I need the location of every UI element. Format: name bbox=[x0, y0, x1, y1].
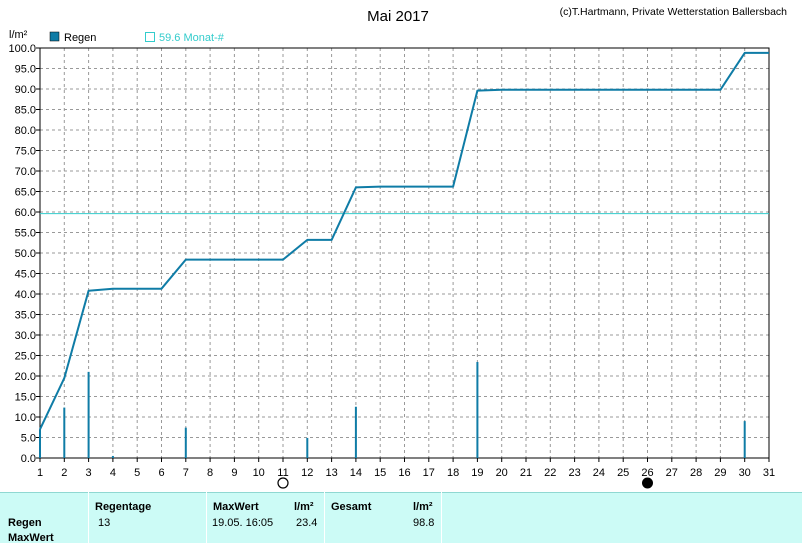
x-tick-label: 14 bbox=[350, 467, 362, 479]
x-tick-label: 2 bbox=[61, 467, 67, 479]
summary-divider bbox=[441, 492, 442, 543]
x-tick-label: 16 bbox=[398, 467, 410, 479]
x-tick-label: 24 bbox=[593, 467, 605, 479]
value-max-datetime: 19.05. 16:05 bbox=[212, 517, 274, 529]
copyright-text: (c)T.Hartmann, Private Wetterstation Bal… bbox=[560, 6, 788, 18]
y-tick-label: 35.0 bbox=[15, 310, 36, 322]
x-tick-label: 4 bbox=[110, 467, 116, 479]
moon-phases bbox=[277, 477, 653, 489]
legend-monthly-label: 59.6 Monat-# bbox=[159, 32, 225, 44]
legend-regen-label: Regen bbox=[64, 32, 96, 44]
y-tick-label: 0.0 bbox=[21, 453, 36, 465]
value-max: 23.4 bbox=[296, 517, 318, 529]
y-tick-label: 20.0 bbox=[15, 371, 36, 383]
y-tick-label: 30.0 bbox=[15, 330, 36, 342]
x-tick-label: 10 bbox=[253, 467, 265, 479]
y-tick-label: 65.0 bbox=[15, 187, 36, 199]
x-tick-label: 6 bbox=[158, 467, 164, 479]
header-unit-max: l/m² bbox=[294, 501, 314, 513]
legend-regen-swatch bbox=[49, 31, 60, 42]
x-tick-label: 30 bbox=[739, 467, 751, 479]
y-tick-label: 15.0 bbox=[15, 392, 36, 404]
y-tick-label: 60.0 bbox=[15, 207, 36, 219]
x-axis: 1 2 3 4 5 6 7 8 9 10 11 12 13 14 15 16 17 18 19 20 21 22 23 24 2… bbox=[37, 458, 775, 479]
chart-title: Mai 2017 bbox=[367, 8, 429, 25]
full-moon-icon bbox=[277, 477, 289, 489]
x-tick-label: 5 bbox=[134, 467, 140, 479]
new-moon-icon bbox=[642, 477, 653, 489]
x-tick-label: 21 bbox=[520, 467, 532, 479]
y-tick-label: 90.0 bbox=[15, 84, 36, 96]
y-tick-label: 80.0 bbox=[15, 125, 36, 137]
rain-chart: Mai 2017 (c)T.Hartmann, Private Wetterst… bbox=[8, 6, 788, 489]
x-tick-label: 17 bbox=[423, 467, 435, 479]
x-tick-label: 28 bbox=[690, 467, 702, 479]
y-tick-label: 55.0 bbox=[15, 228, 36, 240]
value-regentage: 13 bbox=[98, 517, 111, 529]
x-tick-label: 20 bbox=[496, 467, 508, 479]
x-tick-label: 12 bbox=[301, 467, 313, 479]
x-tick-label: 18 bbox=[447, 467, 459, 479]
x-tick-label: 25 bbox=[617, 467, 629, 479]
header-maxwert: MaxWert bbox=[213, 501, 259, 513]
y-tick-label: 25.0 bbox=[15, 351, 36, 363]
summary-panel: Regentage MaxWert l/m² Gesamt l/m² Regen… bbox=[0, 492, 802, 544]
y-tick-label: 95.0 bbox=[15, 64, 36, 76]
x-tick-label: 31 bbox=[763, 467, 775, 479]
row-label-maxwert: MaxWert bbox=[8, 532, 54, 544]
x-tick-label: 9 bbox=[231, 467, 237, 479]
y-tick-label: 50.0 bbox=[15, 248, 36, 260]
legend: Regen 59.6 Monat-# bbox=[49, 31, 225, 44]
row-label-regen: Regen bbox=[8, 517, 42, 529]
x-tick-label: 27 bbox=[666, 467, 678, 479]
y-axis: 0.0 5.0 10.0 15.0 20.0 25.0 30.0 35.0 40.0 45.0 50… bbox=[8, 43, 40, 465]
x-tick-label: 13 bbox=[325, 467, 337, 479]
x-tick-label: 19 bbox=[471, 467, 483, 479]
header-gesamt: Gesamt bbox=[331, 501, 372, 513]
x-tick-label: 15 bbox=[374, 467, 386, 479]
legend-monthly-swatch bbox=[145, 32, 155, 42]
x-tick-label: 7 bbox=[183, 467, 189, 479]
summary-top-border bbox=[0, 492, 802, 493]
x-tick-label: 22 bbox=[544, 467, 556, 479]
y-tick-label: 85.0 bbox=[15, 105, 36, 117]
value-gesamt: 98.8 bbox=[413, 517, 435, 529]
y-tick-label: 70.0 bbox=[15, 166, 36, 178]
x-tick-label: 3 bbox=[86, 467, 92, 479]
series-layer bbox=[39, 51, 769, 458]
x-tick-label: 26 bbox=[641, 467, 653, 479]
summary-divider bbox=[88, 492, 89, 543]
x-tick-label: 1 bbox=[37, 467, 43, 479]
y-tick-label: 100.0 bbox=[8, 43, 36, 55]
header-regentage: Regentage bbox=[95, 501, 152, 513]
y-tick-label: 10.0 bbox=[15, 412, 36, 424]
header-unit-total: l/m² bbox=[413, 501, 433, 513]
x-tick-label: 23 bbox=[568, 467, 580, 479]
y-axis-label: l/m² bbox=[9, 29, 28, 41]
x-tick-label: 8 bbox=[207, 467, 213, 479]
y-tick-label: 5.0 bbox=[21, 433, 36, 445]
grid bbox=[39, 47, 770, 459]
summary-divider bbox=[206, 492, 207, 543]
y-tick-label: 75.0 bbox=[15, 146, 36, 158]
x-tick-label: 29 bbox=[714, 467, 726, 479]
y-tick-label: 45.0 bbox=[15, 269, 36, 281]
y-tick-label: 40.0 bbox=[15, 289, 36, 301]
summary-divider bbox=[324, 492, 325, 543]
x-tick-label: 11 bbox=[277, 467, 288, 479]
cumulative-rain-line bbox=[39, 51, 769, 430]
